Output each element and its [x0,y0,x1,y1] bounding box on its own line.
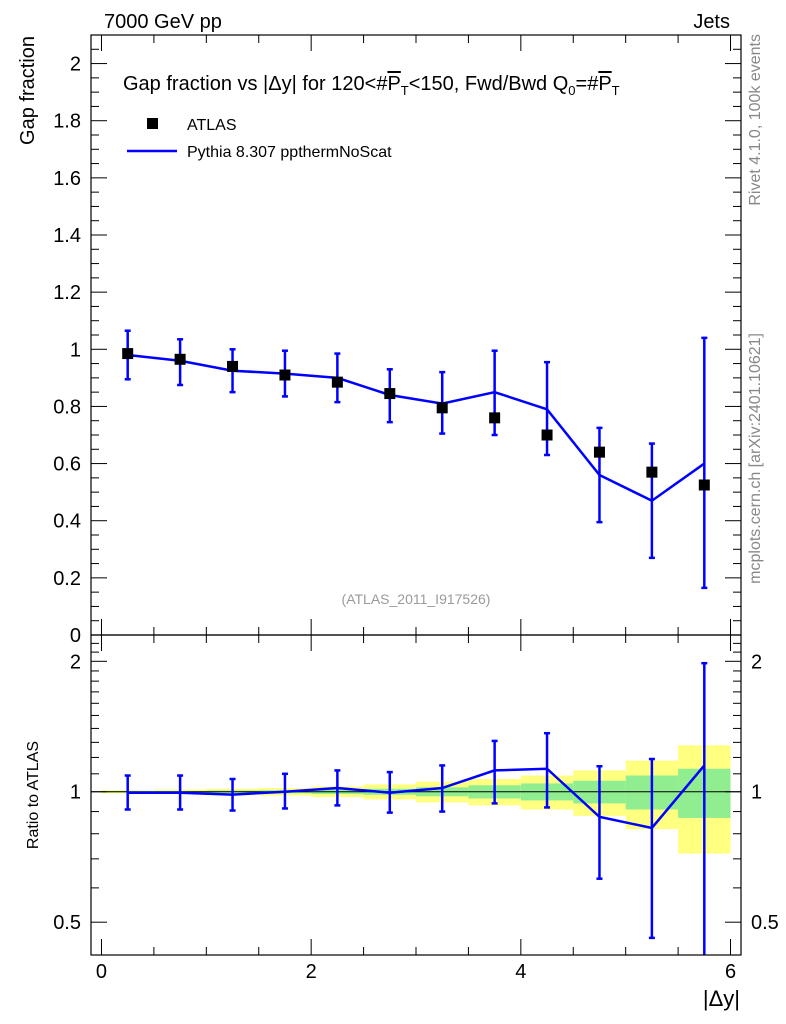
main-y-tick-label: 1.8 [53,111,81,133]
ratio-y-tick-labels: 0.5 0.5 1 1 2 2 [53,651,779,934]
title-pt2: P [598,73,611,95]
title-eq: =# [576,73,600,95]
x-tick-label: 6 [725,961,736,983]
main-y-tick-label: 0.8 [53,396,81,418]
mc-line [127,353,706,503]
atlas-data-point [698,479,710,491]
atlas-data-point [541,429,553,441]
atlas-data-point [593,446,605,458]
atlas-data-point [384,388,396,400]
main-y-tick-label: 1.2 [53,282,81,304]
main-y-tick-label: 2 [70,54,81,76]
ratio-series [124,661,708,955]
main-axis-ticks [91,34,741,636]
x-tick-label: 4 [515,961,526,983]
atlas-data-point [331,376,343,388]
rivet-version-label: Rivet 4.1.0, 100k events [747,34,764,206]
ratio-y-tick-label: 1 [70,782,81,804]
x-tick-label: 2 [306,961,317,983]
x-tick-labels: 0 2 4 6 [96,961,736,983]
title-pt-sub: T [401,83,409,98]
main-y-tick-label: 0.6 [53,454,81,476]
atlas-data-point [174,353,186,365]
main-y-tick-label: 1.6 [53,168,81,190]
main-y-axis-label: Gap fraction [17,36,39,145]
title-pt2-sub: T [612,83,620,98]
main-y-tick-label: 1 [70,339,81,361]
main-panel: 0 0.2 0.4 0.6 0.8 1 1.2 1.4 1.6 1.8 2 Gap fraction… [17,34,742,647]
main-y-tick-label: 0.2 [53,568,81,590]
ratio-y-tick-label: 2 [70,651,81,673]
legend-data-label: ATLAS [187,117,237,134]
atlas-data-point [227,360,239,372]
title-prefix: Gap fraction vs | [123,73,268,95]
ratio-mc-line [127,764,706,830]
analysis-watermark: (ATLAS_2011_I917526) [342,591,491,607]
atlas-data-point [122,348,134,360]
atlas-data-point [646,466,658,478]
header-left: 7000 GeV pp [104,11,222,33]
ratio-y-tick-label-right: 0.5 [751,912,779,934]
main-y-tick-labels: 0 0.2 0.4 0.6 0.8 1 1.2 1.4 1.6 1.8 2 [53,54,81,647]
ratio-uncertainty-bands [101,745,731,854]
atlas-data-point [436,402,448,414]
ratio-y-tick-label-right: 2 [751,651,762,673]
legend-mc-label: Pythia 8.307 ppthermNoScat [187,144,392,161]
ratio-axis-ticks [91,635,741,955]
plot-title: Gap fraction vs |Δy| for 120<#PT<150, Fw… [123,73,620,98]
atlas-data-point [489,412,501,424]
atlas-data-point [279,369,291,381]
title-q-sub: 0 [568,83,575,98]
main-y-tick-label: 0.4 [53,511,81,533]
title-pt: P [387,73,400,95]
main-y-tick-label: 1.4 [53,225,81,247]
title-mid2: <150, Fwd/Bwd Q [409,73,569,95]
x-axis-label: |Δy| [703,986,740,1011]
ratio-panel: 0.5 0.5 1 1 2 2 0 2 4 6 Ratio to ATLAS |Δy| [25,634,779,1011]
main-y-tick-label: 0 [70,625,81,647]
legend-data-marker [147,118,158,129]
title-mid: y| for 120<# [282,73,389,95]
x-tick-label: 0 [96,961,107,983]
main-series [122,329,710,590]
ratio-y-axis-label: Ratio to ATLAS [25,741,42,849]
ratio-y-tick-label: 0.5 [53,912,81,934]
title-delta: Δ [268,73,281,95]
ratio-y-tick-label-right: 1 [751,782,762,804]
mcplots-label: mcplots.cern.ch [arXiv:2401.10621] [747,333,764,584]
header-right: Jets [693,11,730,33]
